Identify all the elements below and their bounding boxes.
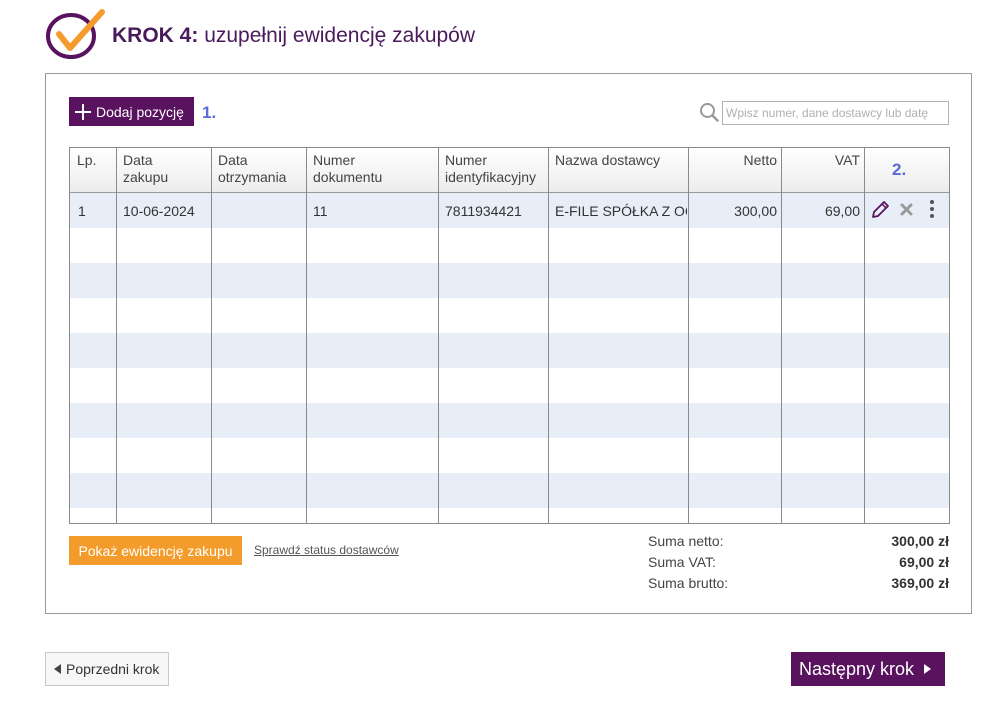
chevron-right-icon bbox=[924, 664, 932, 674]
show-register-button[interactable]: Pokaż ewidencję zakupu bbox=[69, 536, 242, 565]
step-label: KROK 4: bbox=[112, 24, 199, 47]
column-divider bbox=[864, 148, 865, 523]
column-divider bbox=[688, 148, 689, 523]
empty-row bbox=[70, 508, 949, 523]
column-divider bbox=[116, 148, 117, 523]
empty-row bbox=[70, 263, 949, 298]
sum-brutto-label: Suma brutto: bbox=[648, 575, 729, 591]
cell-id-number: 7811934421 bbox=[445, 203, 522, 219]
col-header-netto[interactable]: Netto bbox=[743, 152, 777, 168]
next-step-button[interactable]: Następny krok bbox=[791, 652, 945, 686]
col-header-purchase-date[interactable]: Data zakupu bbox=[123, 152, 169, 185]
add-item-label: Dodaj pozycję bbox=[96, 103, 184, 120]
col-header-supplier-name[interactable]: Nazwa dostawcy bbox=[555, 152, 661, 168]
cell-document-number: 11 bbox=[313, 203, 328, 219]
empty-row bbox=[70, 438, 949, 473]
empty-row bbox=[70, 403, 949, 438]
cell-lp: 1 bbox=[78, 203, 86, 219]
column-divider bbox=[211, 148, 212, 523]
sum-brutto-value: 369,00 zł bbox=[891, 575, 949, 591]
empty-row bbox=[70, 473, 949, 508]
step-title: uzupełnij ewidencję zakupów bbox=[204, 24, 476, 47]
col-header-receipt-date[interactable]: Data otrzymania bbox=[218, 152, 287, 185]
step-marker-1: 1. bbox=[202, 103, 217, 122]
empty-row bbox=[70, 333, 949, 368]
empty-row bbox=[70, 228, 949, 263]
page-title: KROK 4: uzupełnij ewidencję zakupów bbox=[112, 24, 475, 48]
cell-supplier-name: E-FILE SPÓŁKA Z OGRANICZONĄ ODPOWIEDZIAL… bbox=[555, 203, 687, 219]
cell-vat: 69,00 bbox=[824, 203, 860, 219]
col-header-id-number[interactable]: Numer identyfikacyjny bbox=[445, 152, 537, 185]
check-supplier-status-link[interactable]: Sprawdź status dostawców bbox=[254, 543, 399, 557]
col-header-lp[interactable]: Lp. bbox=[77, 152, 97, 168]
cell-netto: 300,00 bbox=[734, 203, 777, 219]
table-header: Lp. Data zakupu Data otrzymania Numer dokum… bbox=[70, 148, 949, 193]
chevron-left-icon bbox=[54, 664, 61, 674]
sum-vat-value: 69,00 zł bbox=[899, 554, 949, 570]
sum-netto-value: 300,00 zł bbox=[891, 533, 949, 549]
plus-icon bbox=[75, 103, 91, 120]
checkmark-logo-icon bbox=[46, 9, 105, 59]
sum-netto-label: Suma netto: bbox=[648, 533, 724, 549]
search-input[interactable] bbox=[722, 101, 949, 125]
next-step-label: Następny krok bbox=[799, 658, 915, 679]
col-header-document-number[interactable]: Numer dokumentu bbox=[313, 152, 383, 185]
previous-step-label: Poprzedni krok bbox=[66, 661, 160, 677]
sum-vat-label: Suma VAT: bbox=[648, 554, 716, 570]
search-icon bbox=[700, 103, 719, 122]
step-marker-2: 2. bbox=[892, 160, 907, 179]
column-divider bbox=[438, 148, 439, 523]
more-options-icon[interactable] bbox=[921, 198, 943, 220]
delete-icon[interactable] bbox=[896, 199, 918, 221]
add-item-button[interactable]: Dodaj pozycję bbox=[69, 97, 194, 126]
column-divider bbox=[548, 148, 549, 523]
purchase-table: Lp. Data zakupu Data otrzymania Numer dokum… bbox=[69, 147, 950, 524]
column-divider bbox=[306, 148, 307, 523]
table-row[interactable] bbox=[70, 193, 949, 228]
column-divider bbox=[781, 148, 782, 523]
empty-row bbox=[70, 298, 949, 333]
previous-step-button[interactable]: Poprzedni krok bbox=[45, 652, 169, 686]
col-header-vat[interactable]: VAT bbox=[834, 152, 860, 168]
cell-purchase-date: 10-06-2024 bbox=[123, 203, 195, 219]
empty-row bbox=[70, 368, 949, 403]
edit-icon[interactable] bbox=[869, 199, 891, 221]
